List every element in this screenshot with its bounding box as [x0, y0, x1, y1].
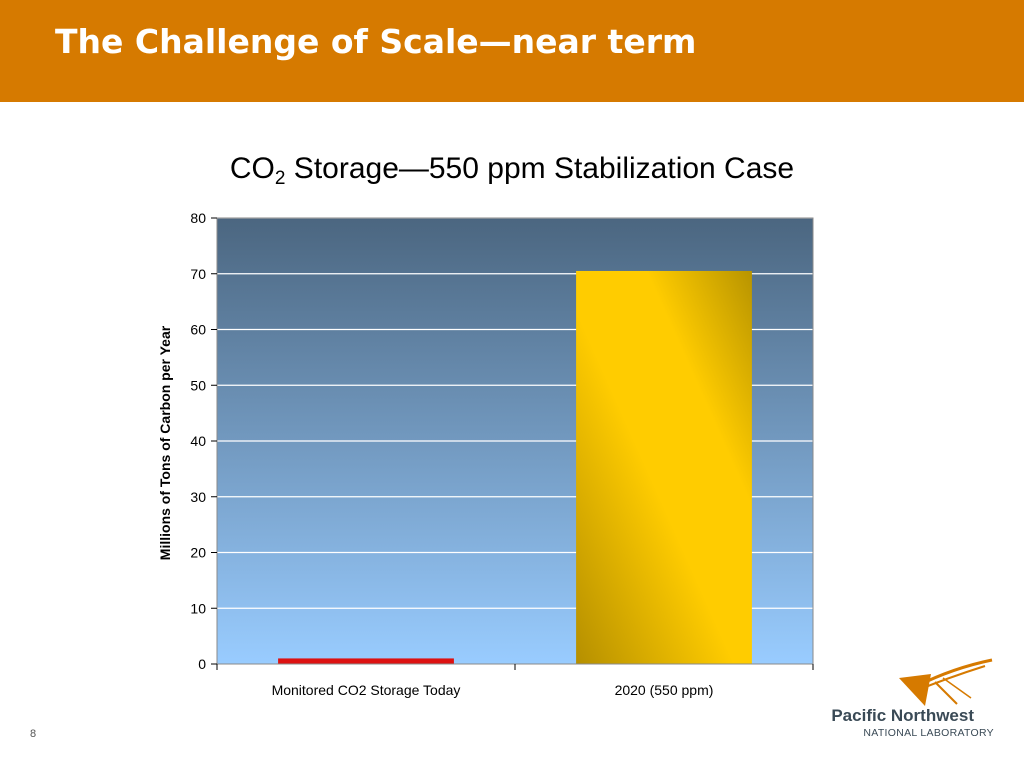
- y-tick-label: 20: [190, 545, 206, 561]
- y-tick-label: 50: [190, 377, 206, 393]
- pnnl-logo-icon: [899, 658, 993, 706]
- y-tick-label: 60: [190, 322, 206, 338]
- chart-title-subscript: 2: [274, 168, 286, 189]
- chart-title: CO2 Storage—550 ppm Stabilization Case: [0, 152, 1024, 190]
- y-tick-label: 80: [190, 210, 206, 226]
- logo-text-primary: Pacific Northwest: [831, 706, 974, 725]
- x-tick-label: Monitored CO2 Storage Today: [272, 682, 461, 698]
- chart-title-rest: Storage—550 ppm Stabilization Case: [285, 152, 795, 185]
- y-tick-label: 10: [190, 600, 206, 616]
- slide-title: The Challenge of Scale—near term: [55, 22, 697, 61]
- y-axis-label: Millions of Tons of Carbon per Year: [157, 325, 173, 560]
- bar: [278, 658, 454, 664]
- slide-header: The Challenge of Scale—near term: [0, 0, 1024, 102]
- slide-number: 8: [30, 728, 37, 740]
- bar: [576, 270, 752, 664]
- y-tick-label: 40: [190, 433, 206, 449]
- chart-title-main: CO: [229, 152, 275, 185]
- logo-text-secondary: NATIONAL LABORATORY: [863, 727, 994, 739]
- x-tick-label: 2020 (550 ppm): [615, 682, 714, 698]
- y-tick-label: 30: [190, 489, 206, 505]
- y-tick-label: 0: [198, 656, 206, 672]
- y-tick-label: 70: [190, 266, 206, 282]
